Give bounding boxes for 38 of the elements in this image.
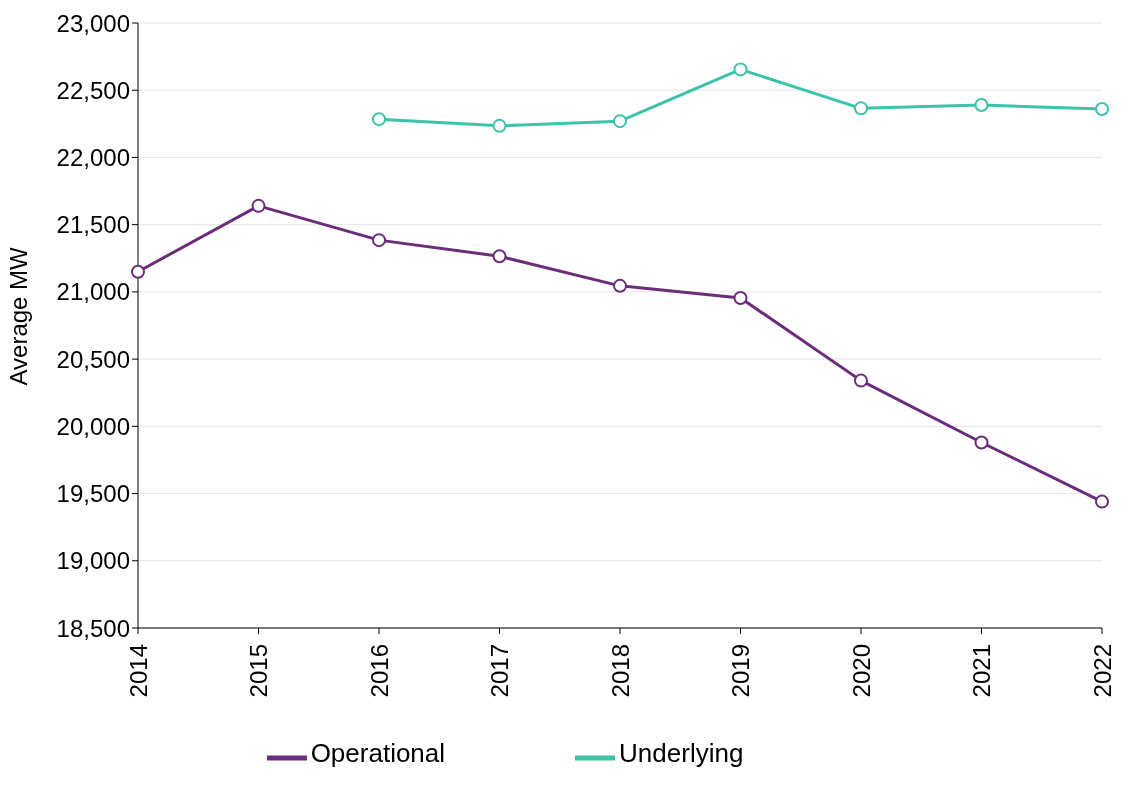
y-tick-label: 22,500 bbox=[56, 76, 130, 104]
point bbox=[251, 198, 266, 213]
point bbox=[372, 112, 386, 127]
point bbox=[1095, 102, 1109, 117]
y-tick-label: 22,000 bbox=[56, 143, 130, 171]
y-axis-title: Average MW bbox=[4, 246, 32, 386]
point bbox=[613, 114, 627, 129]
point bbox=[974, 435, 989, 450]
point bbox=[733, 290, 748, 305]
y-tick-label: 20,000 bbox=[56, 412, 130, 440]
y-tick-label: 21,500 bbox=[56, 211, 130, 239]
point bbox=[974, 98, 989, 113]
point bbox=[492, 118, 507, 133]
point bbox=[854, 101, 868, 116]
y-tick-label: 23,000 bbox=[56, 9, 130, 37]
x-tick-label: 2014 bbox=[124, 644, 152, 698]
y-tick-label: 20,500 bbox=[56, 345, 130, 373]
x-tick-label: 2018 bbox=[606, 644, 634, 698]
point bbox=[492, 249, 507, 264]
point bbox=[1095, 494, 1109, 509]
point bbox=[854, 373, 868, 388]
x-tick-label: 2015 bbox=[245, 644, 272, 698]
point bbox=[372, 233, 386, 248]
point bbox=[131, 264, 145, 279]
y-tick-label: 19,000 bbox=[56, 547, 130, 575]
x-tick-label: 2020 bbox=[847, 644, 875, 698]
legend-label: Underlying bbox=[619, 738, 744, 769]
y-tick-label: 18,500 bbox=[56, 614, 130, 642]
y-tick-label: 19,500 bbox=[56, 480, 130, 508]
legend-label: Operational bbox=[310, 738, 446, 769]
x-tick-label: 2016 bbox=[365, 644, 393, 698]
x-tick-label: 2019 bbox=[727, 644, 754, 698]
x-tick-label: 2022 bbox=[1088, 644, 1116, 698]
x-tick-label: 2017 bbox=[486, 644, 513, 698]
point bbox=[613, 278, 627, 293]
point bbox=[733, 62, 748, 77]
x-tick-label: 2021 bbox=[968, 644, 995, 698]
y-tick-label: 21,000 bbox=[56, 278, 130, 306]
